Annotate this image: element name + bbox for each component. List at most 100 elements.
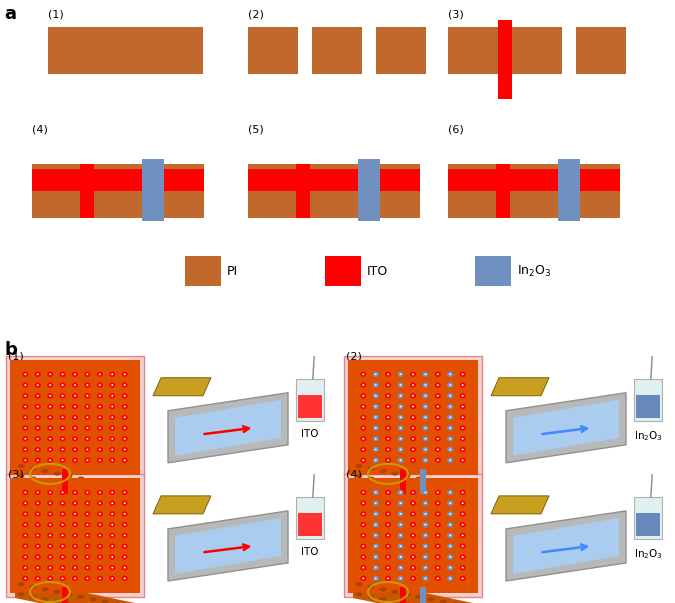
Ellipse shape [101,600,109,603]
Ellipse shape [410,393,416,399]
Ellipse shape [72,532,78,538]
Ellipse shape [53,600,61,603]
Ellipse shape [122,565,128,570]
Bar [248,164,296,218]
Bar [636,513,660,536]
Ellipse shape [22,522,28,528]
Ellipse shape [36,459,38,461]
Ellipse shape [30,595,36,599]
Ellipse shape [448,522,454,528]
Ellipse shape [385,490,391,495]
Ellipse shape [412,384,414,386]
Ellipse shape [86,578,88,579]
Ellipse shape [367,585,375,589]
Ellipse shape [53,590,61,594]
Ellipse shape [122,436,128,441]
Ellipse shape [392,600,398,603]
Ellipse shape [462,459,464,461]
Ellipse shape [78,595,84,599]
Ellipse shape [111,406,113,408]
Ellipse shape [59,532,65,538]
Ellipse shape [373,415,379,420]
Ellipse shape [65,474,72,478]
Ellipse shape [375,524,377,526]
Ellipse shape [49,502,51,504]
Ellipse shape [375,459,377,461]
Ellipse shape [410,554,416,560]
Bar [348,360,478,475]
Ellipse shape [18,592,24,596]
Ellipse shape [124,534,126,536]
Text: In$_2$O$_3$: In$_2$O$_3$ [634,429,662,443]
Ellipse shape [462,373,464,375]
Ellipse shape [412,373,414,375]
Ellipse shape [439,491,446,496]
Ellipse shape [460,543,466,549]
Ellipse shape [387,417,389,418]
Ellipse shape [99,567,101,569]
Ellipse shape [360,532,367,538]
Ellipse shape [404,592,410,596]
Ellipse shape [460,576,466,581]
Ellipse shape [400,567,402,569]
Ellipse shape [400,438,402,440]
Ellipse shape [97,382,103,388]
Ellipse shape [362,567,364,569]
Ellipse shape [111,545,113,547]
Ellipse shape [36,384,38,386]
Ellipse shape [450,427,452,429]
Ellipse shape [126,497,132,500]
Ellipse shape [362,449,364,450]
Ellipse shape [124,459,126,461]
Ellipse shape [99,556,101,558]
Ellipse shape [435,382,441,388]
Ellipse shape [356,474,362,478]
Ellipse shape [398,543,404,549]
Ellipse shape [124,502,126,504]
Ellipse shape [460,393,466,399]
Ellipse shape [59,554,65,560]
Ellipse shape [124,417,126,418]
Ellipse shape [448,415,454,420]
Ellipse shape [362,556,364,558]
Bar [298,513,322,536]
Ellipse shape [410,415,416,420]
Ellipse shape [362,395,364,397]
Ellipse shape [423,371,429,377]
Ellipse shape [99,524,101,526]
Ellipse shape [84,576,90,581]
Ellipse shape [360,576,367,581]
Ellipse shape [122,532,128,538]
Ellipse shape [400,491,402,493]
Ellipse shape [387,534,389,536]
Ellipse shape [448,532,454,538]
Ellipse shape [47,532,53,538]
Ellipse shape [410,458,416,463]
Ellipse shape [53,482,61,485]
Ellipse shape [412,491,414,493]
Ellipse shape [61,459,63,461]
Ellipse shape [61,384,63,386]
Ellipse shape [375,406,377,408]
Ellipse shape [47,458,53,463]
Bar [510,164,558,218]
Ellipse shape [122,522,128,528]
Text: (5): (5) [248,124,264,134]
Ellipse shape [109,576,115,581]
Ellipse shape [450,406,452,408]
Bar [496,164,510,218]
Bar [80,164,94,218]
Ellipse shape [373,393,379,399]
Ellipse shape [398,404,404,409]
Ellipse shape [84,447,90,452]
Ellipse shape [109,458,115,463]
Ellipse shape [412,567,414,569]
Text: (1): (1) [48,10,63,20]
Ellipse shape [448,565,454,570]
Ellipse shape [375,513,377,515]
Ellipse shape [437,524,439,526]
Ellipse shape [385,554,391,560]
Ellipse shape [448,425,454,431]
Ellipse shape [61,534,63,536]
Ellipse shape [404,474,410,478]
